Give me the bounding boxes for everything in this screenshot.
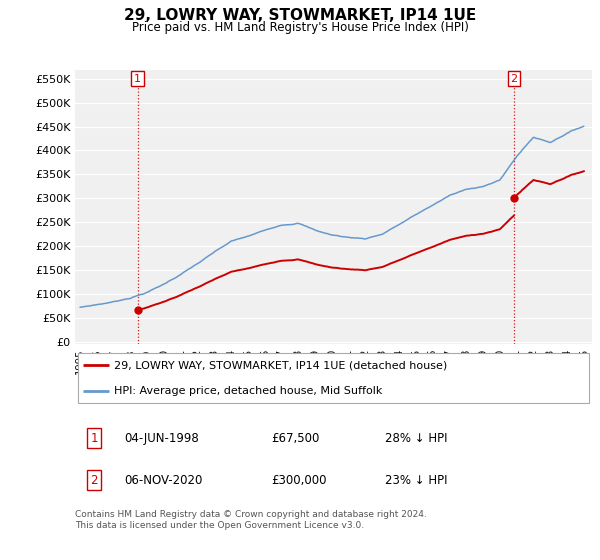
Text: 23% ↓ HPI: 23% ↓ HPI [385, 474, 448, 487]
FancyBboxPatch shape [77, 353, 589, 403]
Text: 1: 1 [134, 73, 141, 83]
Text: 06-NOV-2020: 06-NOV-2020 [124, 474, 203, 487]
Text: 2: 2 [511, 73, 518, 83]
Text: Price paid vs. HM Land Registry's House Price Index (HPI): Price paid vs. HM Land Registry's House … [131, 21, 469, 34]
Text: Contains HM Land Registry data © Crown copyright and database right 2024.
This d: Contains HM Land Registry data © Crown c… [75, 510, 427, 530]
Text: £300,000: £300,000 [272, 474, 327, 487]
Text: HPI: Average price, detached house, Mid Suffolk: HPI: Average price, detached house, Mid … [114, 386, 382, 396]
Text: 04-JUN-1998: 04-JUN-1998 [124, 432, 199, 445]
Text: 1: 1 [91, 432, 98, 445]
Text: 2: 2 [91, 474, 98, 487]
Text: 29, LOWRY WAY, STOWMARKET, IP14 1UE: 29, LOWRY WAY, STOWMARKET, IP14 1UE [124, 8, 476, 24]
Text: £67,500: £67,500 [272, 432, 320, 445]
Text: 28% ↓ HPI: 28% ↓ HPI [385, 432, 448, 445]
Text: 29, LOWRY WAY, STOWMARKET, IP14 1UE (detached house): 29, LOWRY WAY, STOWMARKET, IP14 1UE (det… [114, 360, 447, 370]
